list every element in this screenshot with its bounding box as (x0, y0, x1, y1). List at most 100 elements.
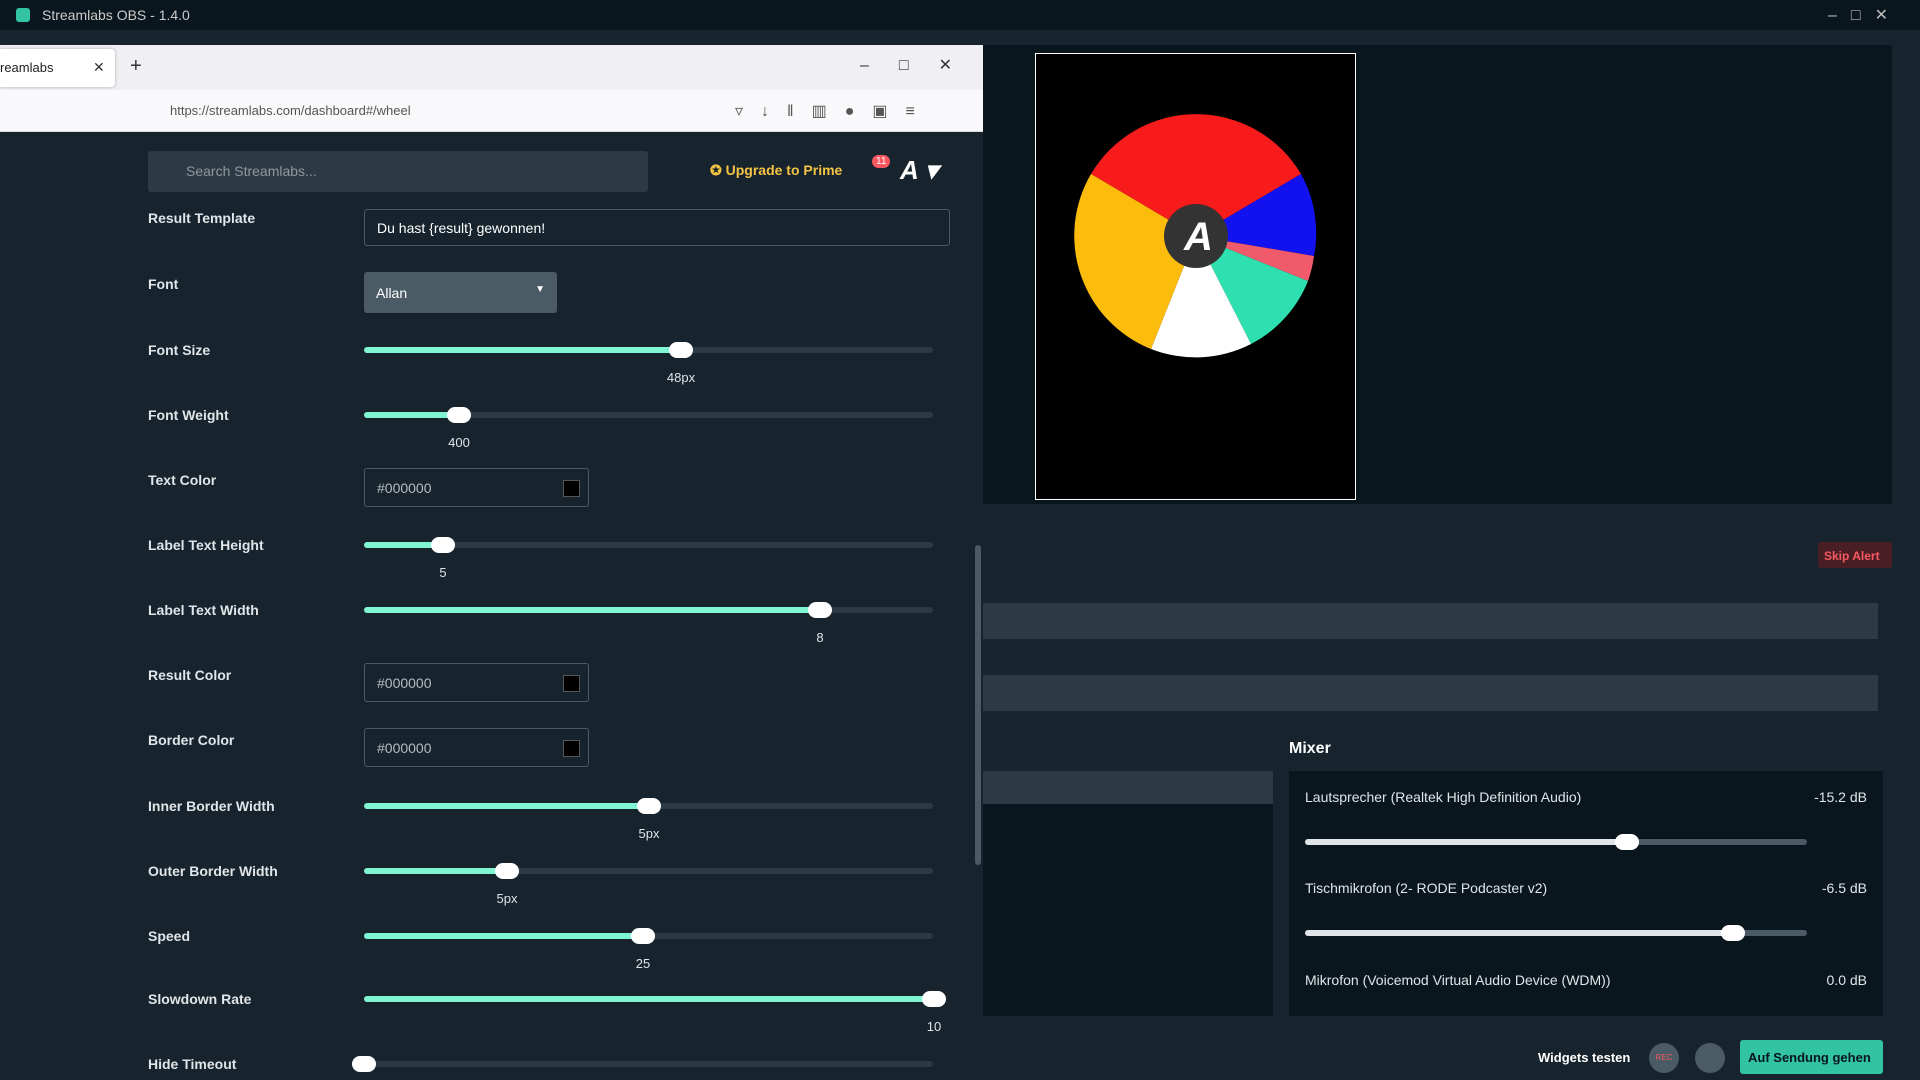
replay-button[interactable] (1695, 1043, 1725, 1073)
slider-thumb[interactable] (495, 863, 519, 879)
slider-track (352, 1056, 933, 1072)
setting-label: Label Text Height (148, 537, 264, 553)
slider-thumb[interactable] (922, 991, 946, 1007)
setting-label: Inner Border Width (148, 798, 275, 814)
setting-label: Slowdown Rate (148, 991, 252, 1007)
skip-text: Skip Alert (1824, 549, 1880, 563)
channel-level: 0.0 dB (1826, 972, 1867, 988)
slider-track (364, 928, 933, 944)
alert-queue: Skip Alert (983, 539, 1892, 711)
channel-level: -6.5 dB (1821, 880, 1867, 896)
slider-fill (364, 347, 681, 353)
tab-bar: reamlabs ✕ + –□✕ (0, 45, 983, 90)
go-live-text: Auf Sendung gehen (1748, 1050, 1871, 1065)
wheel-segment (1074, 174, 1196, 349)
volume-thumb[interactable] (1721, 925, 1745, 941)
slider-thumb[interactable] (431, 537, 455, 553)
dropdown-arrow: ▼ (535, 284, 545, 295)
wheel-hub (1164, 204, 1228, 268)
slider-thumb[interactable] (631, 928, 655, 944)
toolbar-icons[interactable]: ▿↓‖▥●▣≡ (735, 103, 933, 120)
slider-fill (364, 868, 507, 874)
url[interactable]: https://streamlabs.com/dashboard#/wheel (170, 103, 411, 118)
slider-value: 48px (666, 370, 696, 385)
color-swatch (563, 675, 580, 692)
footer: Widgets testen REC Auf Sendung gehen (983, 1035, 1920, 1080)
slider-value: 8 (816, 630, 824, 645)
color-value: #000000 (377, 479, 432, 496)
color-swatch (563, 740, 580, 757)
wheel-segment (1151, 236, 1251, 358)
dropdown[interactable]: Allan ▼ (364, 272, 557, 313)
slider-fill (364, 803, 649, 809)
upgrade-button[interactable]: ✪ Upgrade to Prime (710, 162, 843, 178)
slider-thumb[interactable] (352, 1056, 376, 1072)
avatar[interactable]: A ▾ (900, 155, 939, 185)
widgets-test[interactable]: Widgets testen (1538, 1050, 1631, 1065)
channel-name: Tischmikrofon (2- RODE Podcaster v2) (1305, 880, 1548, 896)
go-live[interactable]: Auf Sendung gehen (1740, 1040, 1883, 1074)
wheel: A (1074, 114, 1317, 358)
wheel-segment (1196, 236, 1308, 344)
wheel-logo: A (1183, 215, 1213, 259)
new-tab[interactable]: + (130, 55, 142, 77)
mixer: Lautsprecher (Realtek High Definition Au… (1289, 771, 1883, 1016)
volume-track (1305, 925, 1807, 941)
color-input[interactable]: #000000 (364, 468, 589, 507)
slider-fill (364, 542, 443, 548)
search-box[interactable]: Search Streamlabs... (148, 151, 648, 192)
browser-controls[interactable]: –□✕ (860, 57, 982, 74)
color-input[interactable]: #000000 (364, 728, 589, 767)
slider-fill (364, 996, 934, 1002)
skip-alert[interactable]: Skip Alert (1818, 542, 1892, 568)
preview: A (983, 45, 1892, 504)
sources (983, 771, 1273, 1016)
color-input[interactable]: #000000 (364, 663, 589, 702)
slider-track (364, 537, 933, 553)
channel-name: Mikrofon (Voicemod Virtual Audio Device … (1305, 972, 1611, 988)
notification-badge[interactable]: 11 (872, 155, 891, 168)
setting-label: Outer Border Width (148, 863, 278, 879)
app-icon (16, 8, 30, 22)
window-title: Streamlabs OBS - 1.4.0 (42, 7, 190, 23)
browser-window: reamlabs ✕ + –□✕ https://streamlabs.com/… (0, 45, 983, 1080)
dropdown-value: Allan (376, 284, 408, 301)
slider-fill (364, 933, 643, 939)
queue-row (983, 603, 1878, 639)
setting-label: Font Weight (148, 407, 229, 423)
slider-track (364, 863, 933, 879)
mixer-title: Mixer (1289, 740, 1331, 757)
volume-fill (1305, 930, 1733, 936)
text-input[interactable]: Du hast {result} gewonnen! (364, 209, 950, 246)
slider-thumb[interactable] (808, 602, 832, 618)
setting-label: Font (148, 276, 179, 292)
setting-label: Result Template (148, 210, 256, 226)
wheel-segment (1091, 114, 1301, 236)
channel-level: -15.2 dB (1814, 789, 1867, 805)
setting-label: Border Color (148, 732, 235, 748)
slider-value: 400 (448, 435, 470, 450)
slider-fill (364, 607, 820, 613)
upgrade-text: Upgrade to Prime (725, 162, 843, 178)
title-bar: Streamlabs OBS - 1.4.0 –□✕ (0, 0, 1920, 30)
setting-label: Result Color (148, 667, 232, 683)
slider-value: 5px (496, 891, 518, 906)
tab-title: reamlabs (0, 60, 54, 75)
input-value: Du hast {result} gewonnen! (377, 219, 546, 236)
setting-label: Text Color (148, 472, 217, 488)
setting-label: Label Text Width (148, 602, 259, 618)
tab[interactable]: reamlabs ✕ (0, 49, 115, 87)
slider-thumb[interactable] (669, 342, 693, 358)
rec-button[interactable]: REC (1649, 1043, 1679, 1073)
slider-thumb[interactable] (447, 407, 471, 423)
scrollbar (975, 545, 981, 865)
slider-thumb[interactable] (637, 798, 661, 814)
volume-thumb[interactable] (1615, 834, 1639, 850)
volume-track (1305, 834, 1807, 850)
color-swatch (563, 480, 580, 497)
window-controls[interactable]: –□✕ (1828, 7, 1902, 24)
slider-track (364, 407, 933, 423)
slider-track (364, 798, 933, 814)
tab-close[interactable]: ✕ (93, 59, 105, 75)
